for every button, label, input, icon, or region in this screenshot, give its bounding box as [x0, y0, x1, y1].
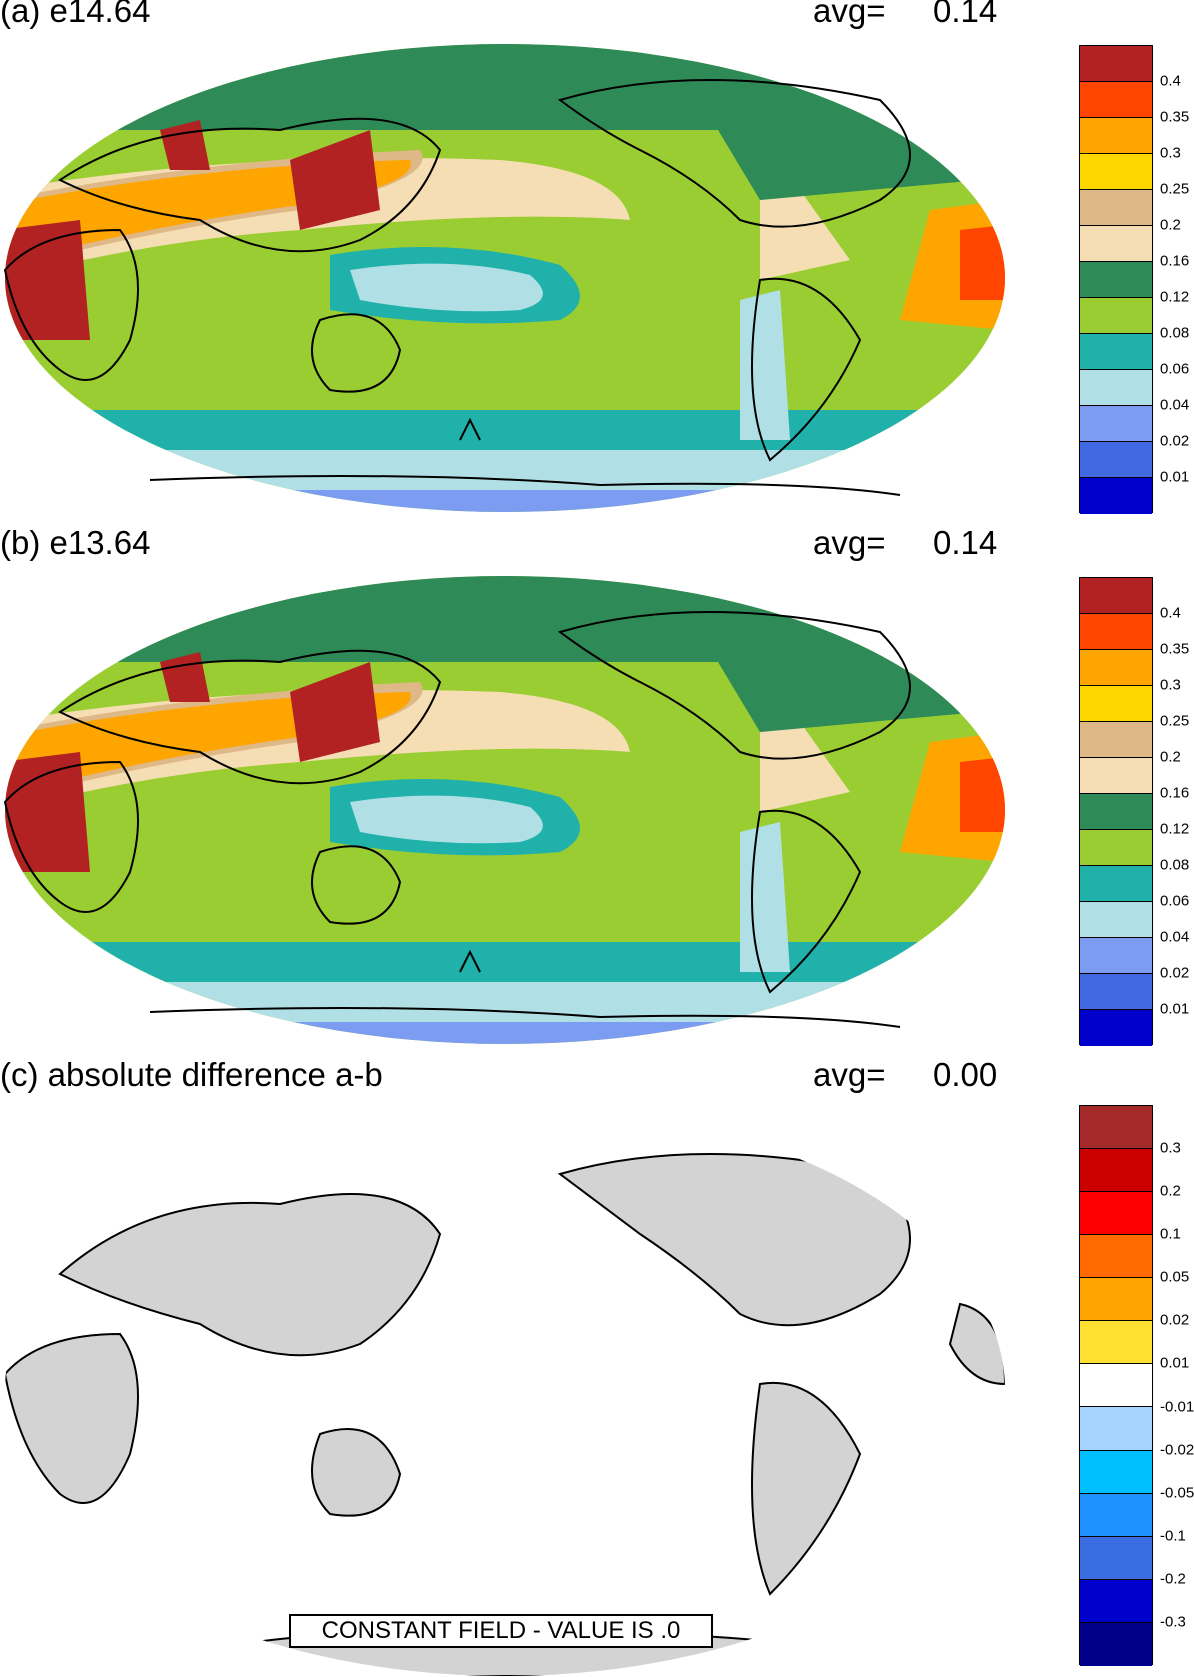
- avg-label: avg=: [813, 524, 886, 561]
- colorbar-segment: [1080, 298, 1152, 334]
- colorbar-segment: [1080, 82, 1152, 118]
- colorbar-tick-label: 0.01: [1160, 468, 1190, 486]
- colorbar-tick-label: -0.3: [1160, 1613, 1186, 1631]
- panel-b: (b) e13.64 avg= 0.14: [0, 524, 1194, 1057]
- colorbar-tick-label: 0.2: [1160, 748, 1181, 766]
- colorbar-tick-label: 0.02: [1160, 432, 1190, 450]
- colorbar-segment: [1080, 1536, 1152, 1580]
- colorbar-segment: [1080, 1450, 1152, 1494]
- colorbar-segment: [1080, 686, 1152, 722]
- colorbar-segment: [1080, 1579, 1152, 1623]
- colorbar-tick-label: -0.05: [1160, 1484, 1194, 1502]
- colorbar-tick-label: 0.2: [1160, 216, 1181, 234]
- colorbar-tick-label: 0.08: [1160, 324, 1190, 342]
- colorbar-tick-label: 0.12: [1160, 288, 1190, 306]
- colorbar-box: [1079, 1105, 1153, 1666]
- colorbar-segment: [1080, 334, 1152, 370]
- colorbar-tick-label: 0.08: [1160, 856, 1190, 874]
- colorbar-segment: [1080, 614, 1152, 650]
- colorbar-segment: [1080, 1149, 1152, 1193]
- avg-label: avg=: [813, 1056, 886, 1093]
- colorbar-segment: [1080, 262, 1152, 298]
- colorbar-segment: [1080, 758, 1152, 794]
- colorbar-box: [1079, 577, 1153, 1046]
- colorbar-tick-label: 0.12: [1160, 820, 1190, 838]
- colorbar-segment: [1080, 1407, 1152, 1451]
- colorbar-segment: [1080, 442, 1152, 478]
- colorbar-tick-label: 0.01: [1160, 1000, 1190, 1018]
- colorbar-segment: [1080, 722, 1152, 758]
- panel-c: (c) absolute difference a-b avg= 0.00 CO…: [0, 1056, 1194, 1677]
- colorbar-tick-label: 0.3: [1160, 1139, 1181, 1157]
- colorbar-tick-label: 0.35: [1160, 640, 1190, 658]
- colorbar-segment: [1080, 406, 1152, 442]
- colorbar-tick-label: 0.04: [1160, 928, 1190, 946]
- colorbar-tick-label: 0.02: [1160, 1311, 1190, 1329]
- colorbar-tick-label: 0.4: [1160, 604, 1181, 622]
- colorbar-segment: [1080, 478, 1152, 514]
- colorbar-segment: [1080, 794, 1152, 830]
- colorbar-segment: [1080, 902, 1152, 938]
- colorbar-tick-label: 0.2: [1160, 1182, 1181, 1200]
- colorbar-tick-label: 0.05: [1160, 1268, 1190, 1286]
- colorbar-box: [1079, 45, 1153, 514]
- colorbar-tick-label: 0.06: [1160, 892, 1190, 910]
- colorbar-segment: [1080, 1106, 1152, 1150]
- map-field-b: [3, 576, 1005, 1044]
- colorbar-segment: [1080, 118, 1152, 154]
- colorbar-tick-label: 0.4: [1160, 72, 1181, 90]
- colorbar-tick-label: 0.16: [1160, 252, 1190, 270]
- colorbar-segment: [1080, 1278, 1152, 1322]
- colorbar-segment: [1080, 226, 1152, 262]
- colorbar-segment: [1080, 866, 1152, 902]
- panel-a: (a) e14.64 avg= 0.14: [0, 0, 1194, 525]
- panel-title: (a) e14.64: [0, 0, 151, 29]
- colorbar-tick-label: -0.01: [1160, 1398, 1194, 1416]
- colorbar-tick-label: 0.35: [1160, 108, 1190, 126]
- colorbar-segment: [1080, 370, 1152, 406]
- colorbar-segment: [1080, 650, 1152, 686]
- avg-label: avg=: [813, 0, 886, 29]
- colorbar-tick-label: 0.02: [1160, 964, 1190, 982]
- colorbar-segment: [1080, 1622, 1152, 1666]
- colorbar-segment: [1080, 938, 1152, 974]
- colorbar-segment: [1080, 1192, 1152, 1236]
- colorbar-segment: [1080, 578, 1152, 614]
- panel-title: (c) absolute difference a-b: [0, 1056, 383, 1093]
- colorbar-tick-label: 0.01: [1160, 1354, 1190, 1372]
- colorbar-tick-label: -0.1: [1160, 1527, 1186, 1545]
- colorbar-segment: [1080, 1493, 1152, 1537]
- colorbar-segment: [1080, 1235, 1152, 1279]
- colorbar-segment: [1080, 154, 1152, 190]
- colorbar-tick-label: 0.3: [1160, 144, 1181, 162]
- map-field-a: [3, 44, 1005, 512]
- colorbar-segment: [1080, 830, 1152, 866]
- colorbar-tick-label: -0.2: [1160, 1570, 1186, 1588]
- avg-value: 0.00: [933, 1056, 998, 1093]
- colorbar-segment: [1080, 46, 1152, 82]
- colorbar-segment: [1080, 190, 1152, 226]
- colorbar-tick-label: 0.25: [1160, 180, 1190, 198]
- map-field-c: [5, 1104, 1005, 1676]
- colorbar-tick-label: 0.06: [1160, 360, 1190, 378]
- avg-value: 0.14: [933, 524, 998, 561]
- colorbar-tick-label: -0.02: [1160, 1441, 1194, 1459]
- colorbar-segment: [1080, 1321, 1152, 1365]
- panel-title: (b) e13.64: [0, 524, 151, 561]
- colorbar-tick-label: 0.1: [1160, 1225, 1181, 1243]
- avg-value: 0.14: [933, 0, 998, 29]
- colorbar-tick-label: 0.04: [1160, 396, 1190, 414]
- colorbar-segment: [1080, 1010, 1152, 1046]
- colorbar-tick-label: 0.25: [1160, 712, 1190, 730]
- colorbar-tick-label: 0.16: [1160, 784, 1190, 802]
- colorbar-segment: [1080, 1364, 1152, 1408]
- colorbar-tick-label: 0.3: [1160, 676, 1181, 694]
- constant-field-annotation: CONSTANT FIELD - VALUE IS .0: [289, 1614, 713, 1648]
- colorbar-segment: [1080, 974, 1152, 1010]
